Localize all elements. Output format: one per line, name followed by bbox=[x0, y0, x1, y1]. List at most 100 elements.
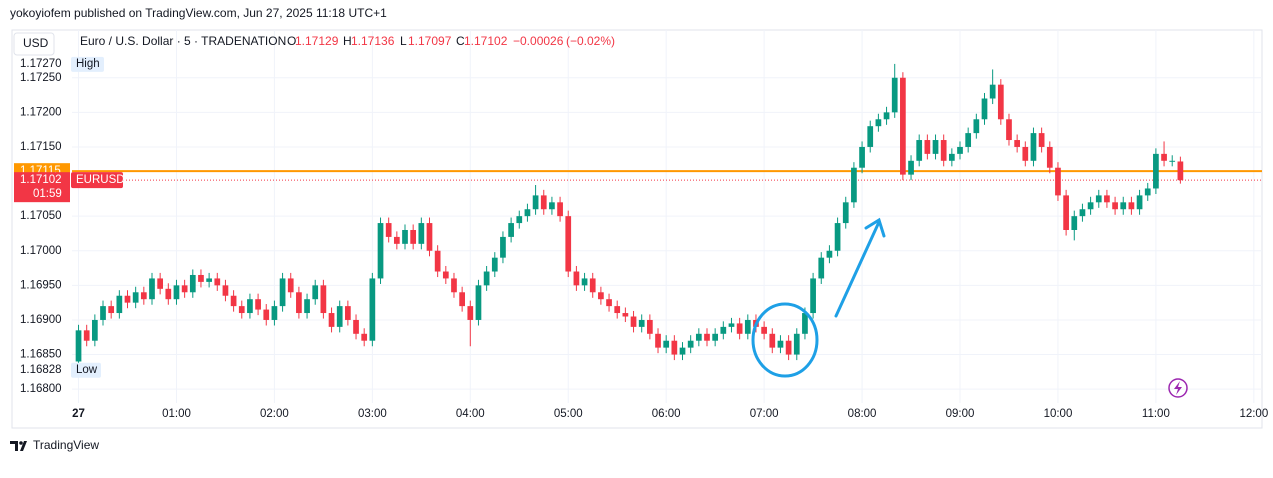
candle-body bbox=[957, 146, 963, 154]
candle-body bbox=[826, 250, 833, 258]
y-tick-label: 1.17200 bbox=[20, 106, 62, 118]
ohlc-value: 1.17097 bbox=[408, 34, 452, 48]
ohlc-label: O bbox=[287, 34, 296, 48]
candle-body bbox=[222, 285, 229, 296]
candle-body bbox=[981, 98, 988, 120]
candle-body bbox=[1144, 188, 1151, 196]
x-tick-label: 03:00 bbox=[358, 408, 387, 420]
candle-body bbox=[581, 278, 588, 286]
candle-body bbox=[557, 202, 563, 217]
candle-body bbox=[973, 119, 980, 134]
candle-body bbox=[206, 278, 212, 282]
candle-body bbox=[622, 313, 629, 317]
candle-body bbox=[598, 292, 604, 300]
candle-body bbox=[1030, 133, 1037, 161]
candle-body bbox=[810, 278, 816, 314]
candle-body bbox=[851, 167, 857, 203]
x-tick-label: 27 bbox=[72, 408, 85, 420]
currency-box[interactable] bbox=[13, 32, 55, 56]
brand: TradingView bbox=[10, 438, 99, 452]
symbol-badge bbox=[71, 172, 123, 189]
candle-body bbox=[287, 278, 294, 293]
x-tick-label: 10:00 bbox=[1044, 408, 1073, 420]
candle-body bbox=[687, 340, 694, 348]
candle-body bbox=[304, 299, 310, 314]
candle-body bbox=[1014, 140, 1021, 147]
candle-body bbox=[614, 306, 621, 314]
candle-body bbox=[875, 119, 882, 127]
candle-body bbox=[263, 309, 270, 320]
chart-panel bbox=[11, 29, 1263, 429]
candle-body bbox=[842, 202, 849, 224]
x-tick-label: 05:00 bbox=[554, 408, 583, 420]
candle-body bbox=[916, 140, 923, 161]
high-badge bbox=[71, 56, 104, 72]
candle-body bbox=[679, 347, 686, 355]
candle-body bbox=[834, 223, 841, 251]
candle-body bbox=[157, 278, 164, 289]
candle-body bbox=[1104, 195, 1110, 203]
candle-body bbox=[508, 223, 514, 237]
x-tick-label: 07:00 bbox=[750, 408, 779, 420]
candle-body bbox=[1161, 153, 1167, 161]
candle-body bbox=[181, 285, 188, 293]
low-badge bbox=[71, 362, 101, 378]
candle-body bbox=[940, 140, 947, 161]
candle-body bbox=[573, 271, 580, 286]
candle-body bbox=[695, 333, 702, 341]
candle-body bbox=[165, 288, 172, 300]
candle-body bbox=[1136, 195, 1143, 210]
change: −0.00026 bbox=[513, 34, 564, 48]
candle-body bbox=[647, 319, 653, 334]
candle-body bbox=[744, 319, 751, 334]
alert-icon[interactable] bbox=[1168, 378, 1188, 398]
annotation-arrow bbox=[834, 217, 886, 318]
candle-body bbox=[793, 333, 800, 355]
y-tick-label: 1.17000 bbox=[20, 245, 62, 257]
candle-body bbox=[442, 271, 449, 279]
candle-body bbox=[271, 306, 278, 320]
candle-body bbox=[818, 257, 825, 279]
candle-body bbox=[434, 250, 441, 272]
y-tick-label: 1.17150 bbox=[20, 141, 62, 153]
candles bbox=[75, 63, 1184, 370]
candle-body bbox=[451, 278, 457, 293]
y-tick-label: 1.16900 bbox=[20, 314, 62, 326]
candle-body bbox=[704, 333, 710, 341]
ohlc-value: 1.17102 bbox=[464, 34, 508, 48]
candle-body bbox=[418, 223, 425, 244]
candle-body bbox=[328, 313, 335, 327]
candle-body bbox=[83, 330, 90, 341]
candle-body bbox=[402, 229, 408, 244]
candle-body bbox=[769, 333, 776, 348]
candle-body bbox=[549, 202, 555, 210]
x-tick-label: 09:00 bbox=[946, 408, 975, 420]
candle-body bbox=[247, 299, 253, 314]
candle-body bbox=[989, 84, 996, 99]
candle-body bbox=[524, 209, 531, 217]
candle-body bbox=[140, 292, 147, 300]
candle-body bbox=[728, 323, 735, 327]
candle-body bbox=[761, 326, 767, 334]
candle-body bbox=[606, 299, 612, 307]
candle-body bbox=[883, 112, 890, 120]
y-tick-label: 1.16950 bbox=[20, 279, 62, 291]
countdown: 01:59 bbox=[33, 188, 62, 200]
candle-body bbox=[1120, 202, 1127, 210]
y-tick-label: 1.17250 bbox=[20, 72, 62, 84]
candle-body bbox=[671, 340, 678, 355]
symbol-label: EURUSD bbox=[76, 174, 125, 186]
last-price-badge bbox=[14, 172, 70, 203]
candle-body bbox=[1055, 167, 1061, 196]
candle-body bbox=[230, 295, 237, 307]
candle-body bbox=[91, 319, 98, 341]
candle-body bbox=[189, 274, 196, 293]
low-text: Low bbox=[76, 364, 98, 376]
candle-body bbox=[802, 313, 808, 334]
candle-body bbox=[712, 333, 719, 341]
y-tick-label: 1.16800 bbox=[20, 383, 62, 395]
candle-body bbox=[1063, 195, 1069, 230]
candle-body bbox=[1169, 160, 1176, 162]
candle-body bbox=[1071, 216, 1078, 230]
